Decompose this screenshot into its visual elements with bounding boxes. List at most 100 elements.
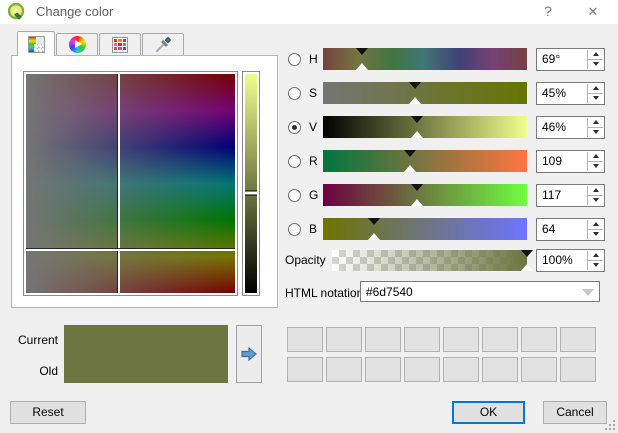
- swatch-empty[interactable]: [521, 357, 557, 382]
- swatch-empty[interactable]: [521, 327, 557, 352]
- swatches-icon: [112, 36, 128, 53]
- opacity-label: Opacity: [285, 253, 326, 267]
- slider-r[interactable]: [323, 150, 527, 172]
- tab-swatches[interactable]: [99, 33, 141, 56]
- radio-h[interactable]: [288, 53, 301, 66]
- radio-b[interactable]: [288, 223, 301, 236]
- spinbox-b-value: 64: [542, 222, 556, 236]
- spinbox-opacity-value: 100%: [542, 253, 573, 267]
- spinbox-h[interactable]: 69°: [536, 48, 605, 71]
- color-box-2d[interactable]: [26, 74, 235, 293]
- swatch-empty[interactable]: [365, 357, 401, 382]
- slider-label-h: H: [309, 52, 318, 66]
- swatch-empty[interactable]: [560, 327, 596, 352]
- spinbox-v-value: 46%: [542, 120, 567, 134]
- radio-v[interactable]: [288, 121, 301, 134]
- old-label: Old: [39, 364, 58, 378]
- cancel-button[interactable]: Cancel: [543, 401, 607, 424]
- swatch-empty[interactable]: [560, 357, 596, 382]
- eyedropper-icon: [155, 36, 172, 52]
- slider-h[interactable]: [323, 48, 527, 70]
- spinbox-g-arrows[interactable]: [587, 186, 603, 205]
- color-wheel-icon: [68, 36, 86, 53]
- html-notation-label: HTML notation: [285, 286, 364, 300]
- opacity-slider[interactable]: [332, 250, 533, 271]
- title-bar: Change color ? ✕: [0, 0, 618, 24]
- spinbox-s-arrows[interactable]: [587, 84, 603, 103]
- radio-g[interactable]: [288, 189, 301, 202]
- spinbox-s-value: 45%: [542, 86, 567, 100]
- swatch-empty[interactable]: [287, 357, 323, 382]
- slider-label-s: S: [309, 86, 318, 100]
- html-notation-value: #6d7540: [366, 285, 413, 299]
- value-bar[interactable]: [245, 74, 257, 293]
- value-bar-marker[interactable]: [245, 191, 257, 195]
- slider-label-r: R: [309, 154, 318, 168]
- spinbox-r-value: 109: [542, 154, 563, 168]
- row-blue: B 64: [285, 218, 607, 241]
- slider-b[interactable]: [323, 218, 527, 240]
- slider-label-b: B: [309, 222, 318, 236]
- radio-s[interactable]: [288, 87, 301, 100]
- opacity-gradient: [332, 250, 527, 271]
- swatch-empty[interactable]: [365, 327, 401, 352]
- row-value: V 46%: [285, 116, 607, 139]
- slider-g[interactable]: [323, 184, 527, 206]
- resize-grip[interactable]: [605, 420, 615, 430]
- spinbox-opacity-arrows[interactable]: [587, 251, 603, 270]
- swatch-empty[interactable]: [404, 357, 440, 382]
- spinbox-v[interactable]: 46%: [536, 116, 605, 139]
- swatch-empty[interactable]: [443, 357, 479, 382]
- swatch-empty[interactable]: [326, 327, 362, 352]
- add-to-swatches-button[interactable]: [236, 325, 262, 383]
- spinbox-r-arrows[interactable]: [587, 152, 603, 171]
- row-hue: H 69°: [285, 48, 607, 71]
- qgis-logo-icon: [8, 3, 25, 20]
- radio-r[interactable]: [288, 155, 301, 168]
- current-color-swatch: [64, 325, 228, 354]
- crosshair-vertical: [117, 74, 120, 293]
- value-bar-frame: [242, 71, 260, 296]
- spinbox-h-arrows[interactable]: [587, 50, 603, 69]
- spinbox-g[interactable]: 117: [536, 184, 605, 207]
- color-box-icon: [27, 35, 45, 53]
- dropdown-arrow-icon[interactable]: [582, 289, 594, 296]
- spinbox-s[interactable]: 45%: [536, 82, 605, 105]
- swatch-empty[interactable]: [404, 327, 440, 352]
- reset-button[interactable]: Reset: [10, 401, 86, 424]
- current-old-preview: [64, 325, 228, 383]
- tab-color-box[interactable]: [17, 31, 55, 56]
- current-label: Current: [17, 333, 58, 347]
- html-notation-input[interactable]: #6d7540: [360, 281, 600, 302]
- blue-right-arrow-icon: [241, 346, 257, 362]
- swatch-empty[interactable]: [443, 327, 479, 352]
- spinbox-g-value: 117: [542, 188, 562, 202]
- row-saturation: S 45%: [285, 82, 607, 105]
- tab-color-wheel[interactable]: [56, 33, 98, 56]
- swatch-empty[interactable]: [287, 327, 323, 352]
- spinbox-opacity[interactable]: 100%: [536, 249, 605, 272]
- spinbox-r[interactable]: 109: [536, 150, 605, 173]
- old-color-swatch: [64, 354, 228, 383]
- window-title: Change color: [36, 4, 114, 19]
- slider-label-v: V: [309, 120, 318, 134]
- color-box-pane: [11, 55, 278, 308]
- slider-s[interactable]: [323, 82, 527, 104]
- swatch-empty[interactable]: [482, 327, 518, 352]
- spinbox-b[interactable]: 64: [536, 218, 605, 241]
- saturation-overlay: [26, 74, 235, 293]
- swatch-grid: [287, 327, 599, 382]
- color-box-frame: [23, 71, 238, 296]
- spinbox-b-arrows[interactable]: [587, 220, 603, 239]
- ok-button[interactable]: OK: [452, 401, 525, 424]
- swatch-empty[interactable]: [482, 357, 518, 382]
- swatch-empty[interactable]: [326, 357, 362, 382]
- close-button[interactable]: ✕: [587, 4, 599, 19]
- spinbox-v-arrows[interactable]: [587, 118, 603, 137]
- tab-color-sampler[interactable]: [142, 33, 184, 56]
- crosshair-horizontal: [26, 249, 235, 252]
- help-button[interactable]: ?: [544, 3, 552, 19]
- row-green: G 117: [285, 184, 607, 207]
- slider-v[interactable]: [323, 116, 527, 138]
